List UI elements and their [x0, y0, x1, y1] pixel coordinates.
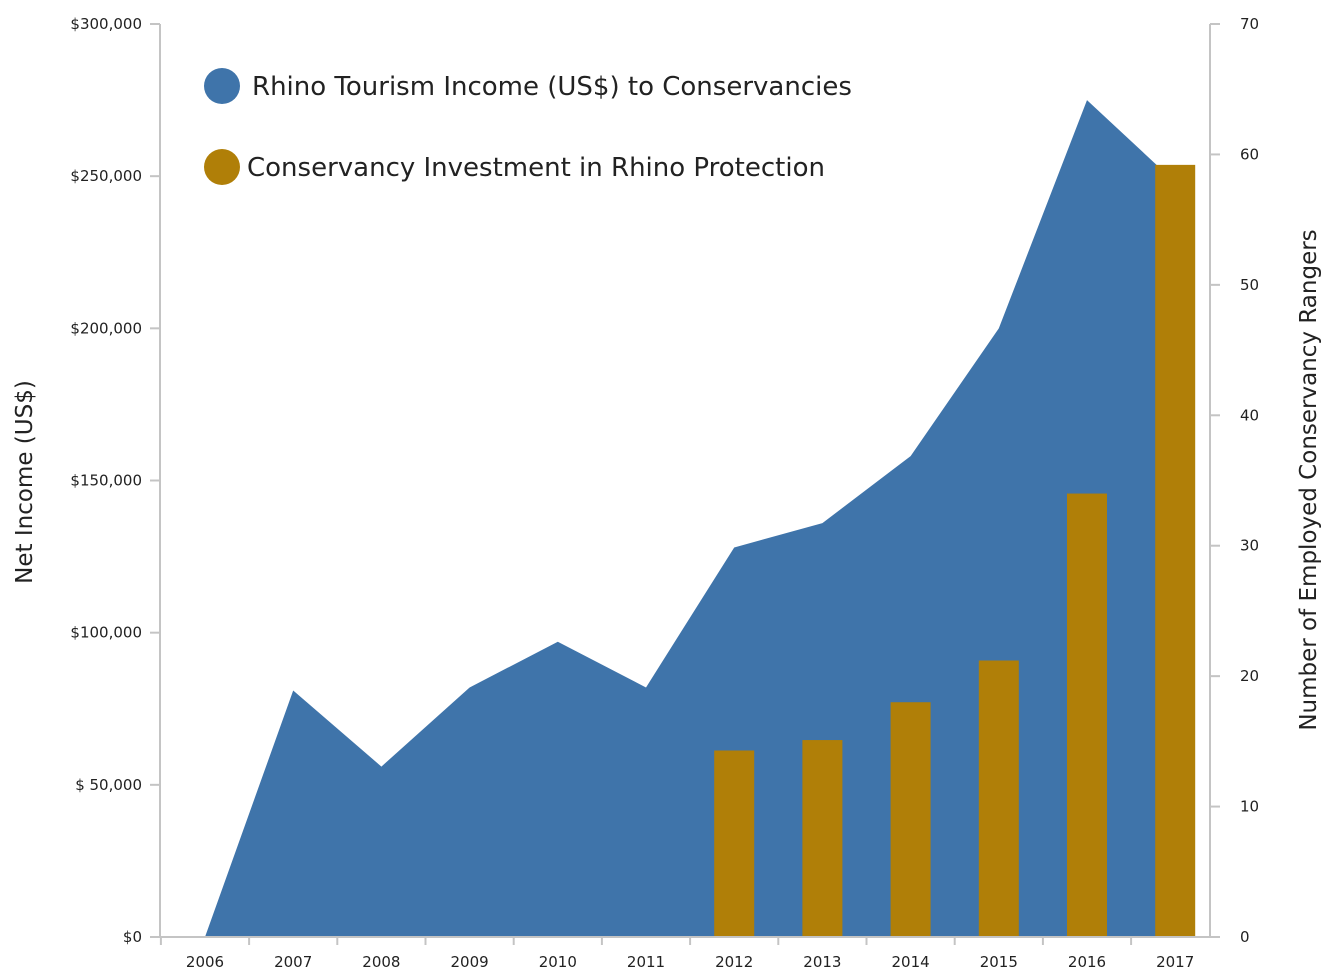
x-tick-label: 2007	[274, 953, 312, 970]
legend: Rhino Tourism Income (US$) to Conservanc…	[204, 68, 852, 185]
x-tick-label: 2010	[539, 953, 577, 970]
legend-swatch-investment	[204, 149, 240, 185]
left-tick-label: $250,000	[70, 167, 142, 185]
legend-swatch-income	[204, 68, 240, 104]
legend-label-income: Rhino Tourism Income (US$) to Conservanc…	[252, 72, 852, 102]
right-tick-label: 10	[1240, 798, 1259, 816]
x-tick-label: 2012	[715, 953, 753, 970]
left-axis-title: Net Income (US$)	[12, 380, 38, 584]
right-axis-title: Number of Employed Conservancy Rangers	[1296, 229, 1322, 730]
x-tick-label: 2015	[980, 953, 1018, 970]
ranger-bar-2017	[1155, 164, 1196, 937]
ranger-bar-2015	[978, 660, 1019, 937]
left-axis-ticks: $0 $ 50,000 $100,000 $150,000 $200,000 $250,0…	[70, 15, 160, 946]
right-tick-label: 70	[1240, 15, 1259, 33]
right-tick-label: 30	[1240, 537, 1259, 555]
x-tick-label: 2009	[451, 953, 489, 970]
right-axis-ticks: 0 10 20 30 40 50 60 70	[1210, 15, 1259, 946]
x-axis-ticks: 2006 2007 2008 2009 2010 2011 2012 2013 2014 2015…	[159, 937, 1194, 970]
left-tick-label: $200,000	[70, 319, 142, 337]
left-tick-label: $300,000	[70, 15, 142, 33]
x-tick-label: 2013	[803, 953, 841, 970]
income-area-layer	[205, 100, 1176, 938]
ranger-bar-layer	[714, 164, 1196, 937]
x-tick-label: 2011	[627, 953, 665, 970]
x-tick-label: 2016	[1068, 953, 1106, 970]
ranger-bar-2013	[802, 740, 843, 937]
x-tick-label: 2006	[186, 953, 224, 970]
right-tick-label: 40	[1240, 406, 1259, 424]
x-tick-label: 2008	[362, 953, 400, 970]
right-tick-label: 60	[1240, 145, 1259, 163]
income-area	[205, 100, 1176, 938]
left-tick-label: $0	[123, 928, 142, 946]
x-tick-label: 2017	[1156, 953, 1194, 970]
right-tick-label: 20	[1240, 667, 1259, 685]
left-tick-label: $100,000	[70, 624, 142, 642]
ranger-bar-2014	[890, 702, 931, 937]
ranger-bar-2012	[714, 750, 755, 937]
x-tick-label: 2014	[892, 953, 930, 970]
legend-label-investment: Conservancy Investment in Rhino Protecti…	[247, 153, 825, 183]
right-tick-label: 50	[1240, 276, 1259, 294]
left-tick-label: $150,000	[70, 472, 142, 490]
ranger-bar-2016	[1067, 493, 1107, 937]
left-tick-label: $ 50,000	[75, 776, 142, 794]
right-tick-label: 0	[1240, 928, 1250, 946]
